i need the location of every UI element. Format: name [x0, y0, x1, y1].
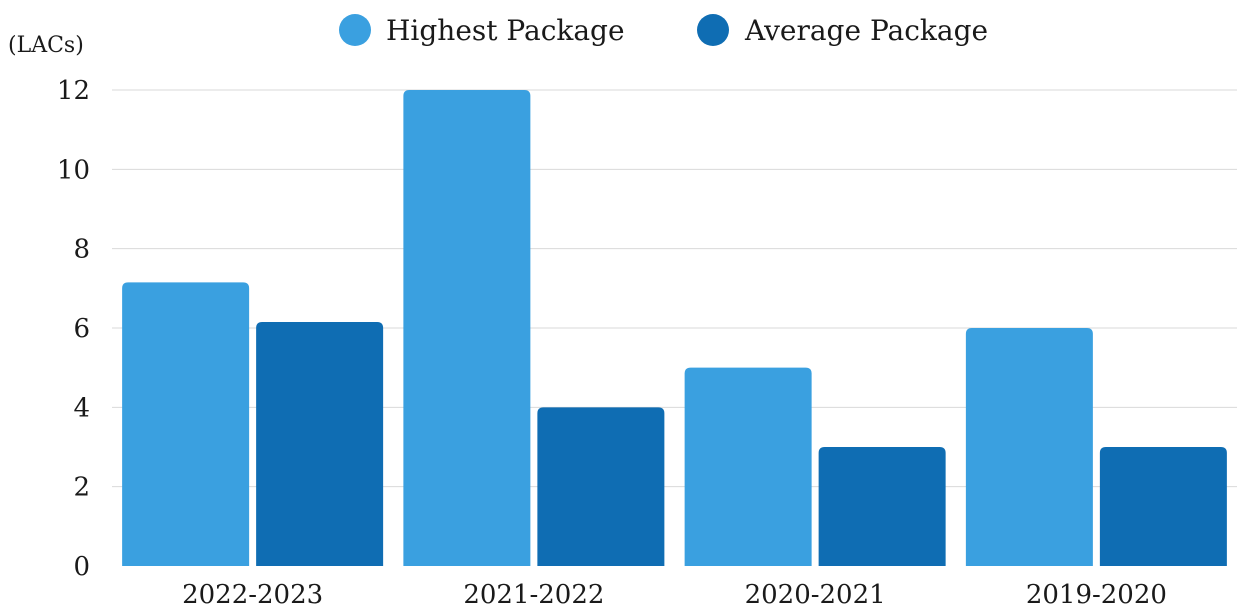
legend-item-highest-package[interactable]: Highest Package [339, 14, 625, 47]
y-axis-unit-label: (LACs) [8, 33, 84, 58]
y-axis-ticks: 0 2 4 6 8 10 12 [57, 76, 90, 582]
y-tick-label: 12 [57, 76, 90, 106]
bar-highest-package [684, 367, 812, 566]
legend-swatch-average-package [697, 14, 729, 46]
bar-average-package [256, 322, 384, 566]
legend-label-highest-package: Highest Package [386, 14, 625, 47]
legend-item-average-package[interactable]: Average Package [697, 14, 988, 47]
bar-highest-package [122, 282, 250, 566]
x-category-label: 2020-2021 [745, 580, 886, 610]
legend-label-average-package: Average Package [744, 14, 988, 47]
x-category-label: 2022-2023 [182, 580, 323, 610]
bars [122, 90, 1227, 566]
y-tick-label: 10 [57, 155, 90, 185]
x-category-label: 2019-2020 [1026, 580, 1167, 610]
bar-highest-package [403, 90, 531, 566]
legend-swatch-highest-package [339, 14, 371, 46]
legend: Highest Package Average Package [339, 14, 988, 47]
bar-average-package [818, 447, 946, 566]
y-tick-label: 8 [73, 235, 90, 265]
bar-average-package [1099, 447, 1227, 566]
y-tick-label: 0 [73, 552, 90, 582]
x-axis-category-labels: 2022-2023 2021-2022 2020-2021 2019-2020 [182, 580, 1167, 610]
y-tick-label: 2 [73, 473, 90, 503]
bar-highest-package [965, 328, 1093, 566]
bar-average-package [537, 407, 665, 566]
x-category-label: 2021-2022 [463, 580, 604, 610]
y-tick-label: 6 [73, 314, 90, 344]
y-tick-label: 4 [73, 393, 90, 423]
